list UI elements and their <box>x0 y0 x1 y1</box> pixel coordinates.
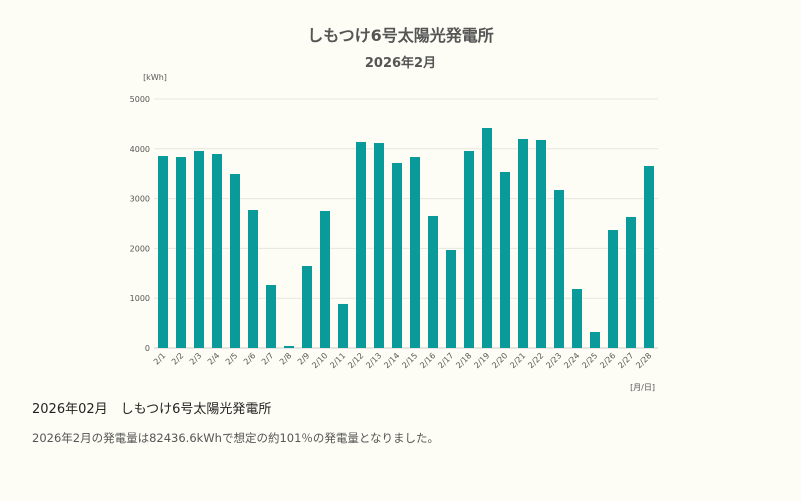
x-tick-label: 2/10 <box>310 351 329 370</box>
bar <box>284 346 294 348</box>
x-tick-label: 2/15 <box>400 351 419 370</box>
bar <box>338 303 348 348</box>
x-tick-label: 2/5 <box>224 351 239 366</box>
bar <box>482 127 492 348</box>
y-axis-label: [kWh] <box>143 73 167 82</box>
y-tick-label: 4000 <box>130 145 150 154</box>
bar <box>212 153 222 348</box>
x-tick-label: 2/20 <box>490 351 509 370</box>
x-tick-label: 2/8 <box>278 351 293 366</box>
x-axis-label: [月/日] <box>630 383 655 392</box>
chart-title: しもつけ6号太陽光発電所 <box>307 26 494 45</box>
summary-text: 2026年2月の発電量は82436.6kWhで想定の約101％の発電量となりまし… <box>32 431 440 445</box>
bar <box>176 157 186 348</box>
bar <box>500 172 510 348</box>
x-tick-label: 2/14 <box>382 351 401 370</box>
x-tick-label: 2/25 <box>580 351 599 370</box>
bar <box>518 138 528 348</box>
bar <box>320 211 330 348</box>
x-tick-label: 2/22 <box>526 351 545 370</box>
bar <box>626 216 636 348</box>
bar <box>392 162 402 348</box>
x-tick-label: 2/7 <box>260 351 275 366</box>
chart-subtitle: 2026年2月 <box>364 56 437 71</box>
bar <box>590 332 600 348</box>
y-tick-label: 1000 <box>130 294 150 303</box>
bar <box>356 141 366 348</box>
x-tick-label: 2/13 <box>364 351 383 370</box>
x-tick-label: 2/18 <box>454 351 473 370</box>
x-tick-label: 2/3 <box>188 351 203 366</box>
x-tick-label: 2/27 <box>616 351 635 370</box>
x-tick-label: 2/16 <box>418 351 437 370</box>
bar <box>446 249 456 348</box>
bar <box>266 285 276 348</box>
x-tick-label: 2/12 <box>346 351 365 370</box>
y-tick-label: 5000 <box>130 95 150 104</box>
bar <box>536 139 546 348</box>
bar <box>194 150 204 348</box>
bar <box>554 189 564 348</box>
x-tick-label: 2/17 <box>436 351 455 370</box>
x-tick-label: 2/11 <box>328 351 347 370</box>
bar <box>248 210 258 348</box>
x-tick-label: 2/9 <box>296 351 311 366</box>
x-tick-label: 2/4 <box>206 351 221 366</box>
bar <box>374 143 384 348</box>
x-tick-label: 2/19 <box>472 351 491 370</box>
x-tick-label: 2/21 <box>508 351 527 370</box>
y-tick-label: 3000 <box>130 195 150 204</box>
x-tick-label: 2/1 <box>152 351 167 366</box>
bar <box>302 265 312 348</box>
y-tick-label: 0 <box>145 344 150 353</box>
bar <box>428 215 438 348</box>
bar <box>464 150 474 348</box>
x-tick-label: 2/28 <box>634 351 653 370</box>
bar <box>644 165 654 348</box>
summary-title: 2026年02月 しもつけ6号太陽光発電所 <box>32 402 272 417</box>
bar <box>158 156 168 348</box>
x-tick-label: 2/26 <box>598 351 617 370</box>
x-tick-label: 2/2 <box>170 351 185 366</box>
x-tick-label: 2/6 <box>242 351 257 366</box>
x-tick-label: 2/23 <box>544 351 563 370</box>
bar <box>410 157 420 348</box>
x-tick-label: 2/24 <box>562 351 581 370</box>
bar <box>608 230 618 348</box>
bar <box>572 288 582 348</box>
bar <box>230 173 240 348</box>
y-tick-label: 2000 <box>130 244 150 253</box>
